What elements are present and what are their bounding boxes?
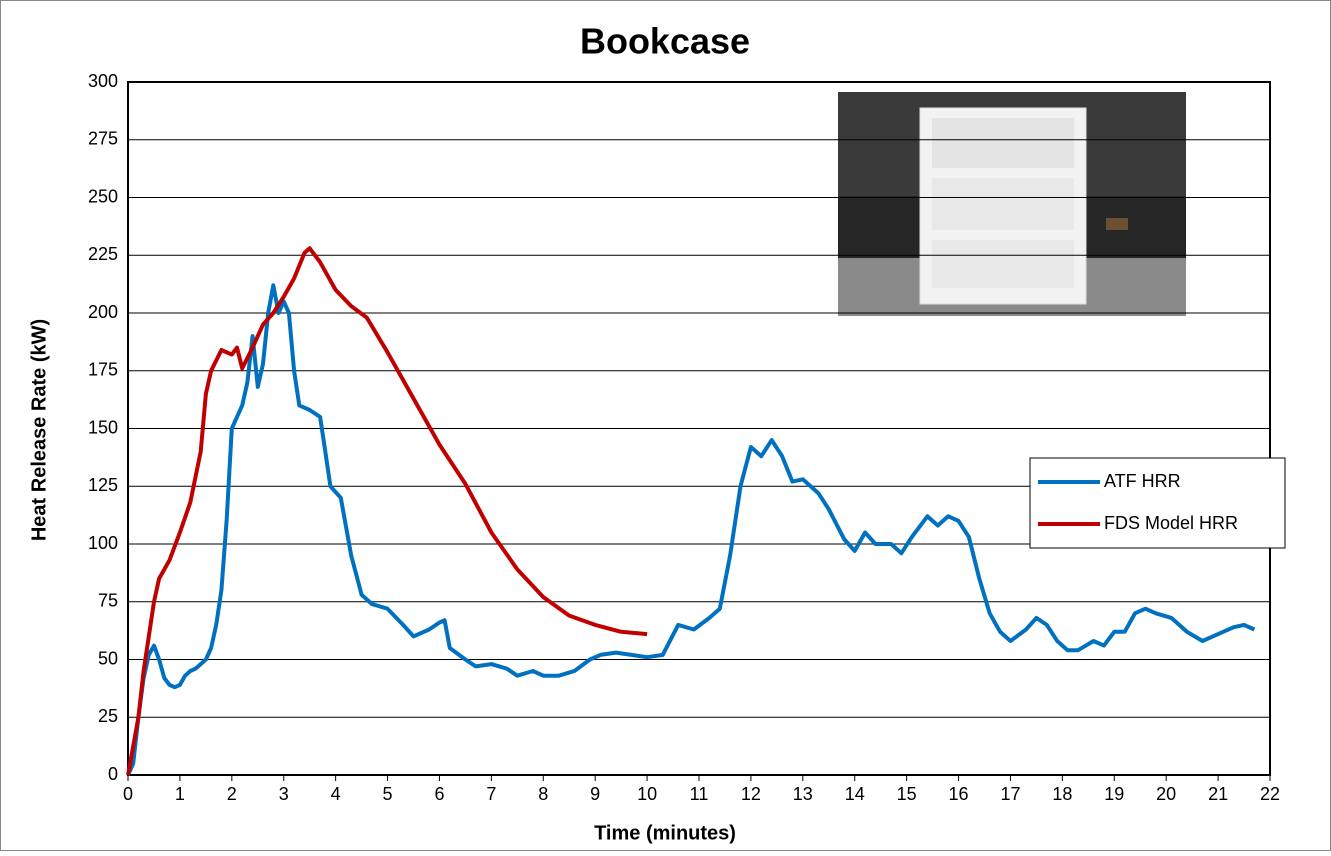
y-tick-label: 200 [88, 302, 118, 322]
x-tick-label: 11 [690, 784, 709, 804]
x-tick-label: 7 [486, 784, 496, 804]
x-tick-label: 15 [897, 784, 917, 804]
x-tick-label: 18 [1052, 784, 1072, 804]
x-tick-label: 8 [538, 784, 548, 804]
x-tick-label: 16 [949, 784, 969, 804]
x-tick-label: 20 [1156, 784, 1176, 804]
x-tick-label: 10 [637, 784, 657, 804]
y-tick-label: 25 [98, 706, 118, 726]
y-tick-label: 175 [88, 360, 118, 380]
x-tick-label: 3 [279, 784, 289, 804]
photo [838, 92, 1186, 316]
y-tick-label: 75 [98, 591, 118, 611]
x-tick-label: 12 [741, 784, 761, 804]
y-axis-label: Heat Release Rate (kW) [28, 319, 50, 541]
x-tick-label: 21 [1208, 784, 1228, 804]
legend-label: ATF HRR [1104, 471, 1181, 491]
y-tick-label: 250 [88, 186, 118, 206]
x-tick-label: 0 [123, 784, 133, 804]
y-tick-label: 100 [88, 533, 118, 553]
x-axis-label: Time (minutes) [594, 822, 736, 844]
x-tick-label: 2 [227, 784, 237, 804]
x-tick-label: 9 [590, 784, 600, 804]
y-tick-label: 125 [88, 475, 118, 495]
legend-label: FDS Model HRR [1104, 513, 1238, 533]
x-tick-label: 13 [793, 784, 813, 804]
x-tick-label: 22 [1260, 784, 1280, 804]
x-tick-label: 6 [434, 784, 444, 804]
chart: Bookcase Time (minutes) Heat Release Rat… [0, 0, 1331, 851]
x-tick-label: 14 [845, 784, 865, 804]
chart-title: Bookcase [580, 21, 750, 62]
x-tick-label: 17 [1000, 784, 1020, 804]
y-tick-label: 300 [88, 71, 118, 91]
y-tick-label: 225 [88, 244, 118, 264]
x-tick-label: 4 [331, 784, 341, 804]
y-tick-label: 150 [88, 417, 118, 437]
x-tick-label: 19 [1104, 784, 1124, 804]
y-tick-label: 275 [88, 129, 118, 149]
x-tick-label: 5 [383, 784, 393, 804]
y-tick-label: 50 [98, 648, 118, 668]
x-tick-label: 1 [175, 784, 185, 804]
y-tick-label: 0 [108, 764, 118, 784]
